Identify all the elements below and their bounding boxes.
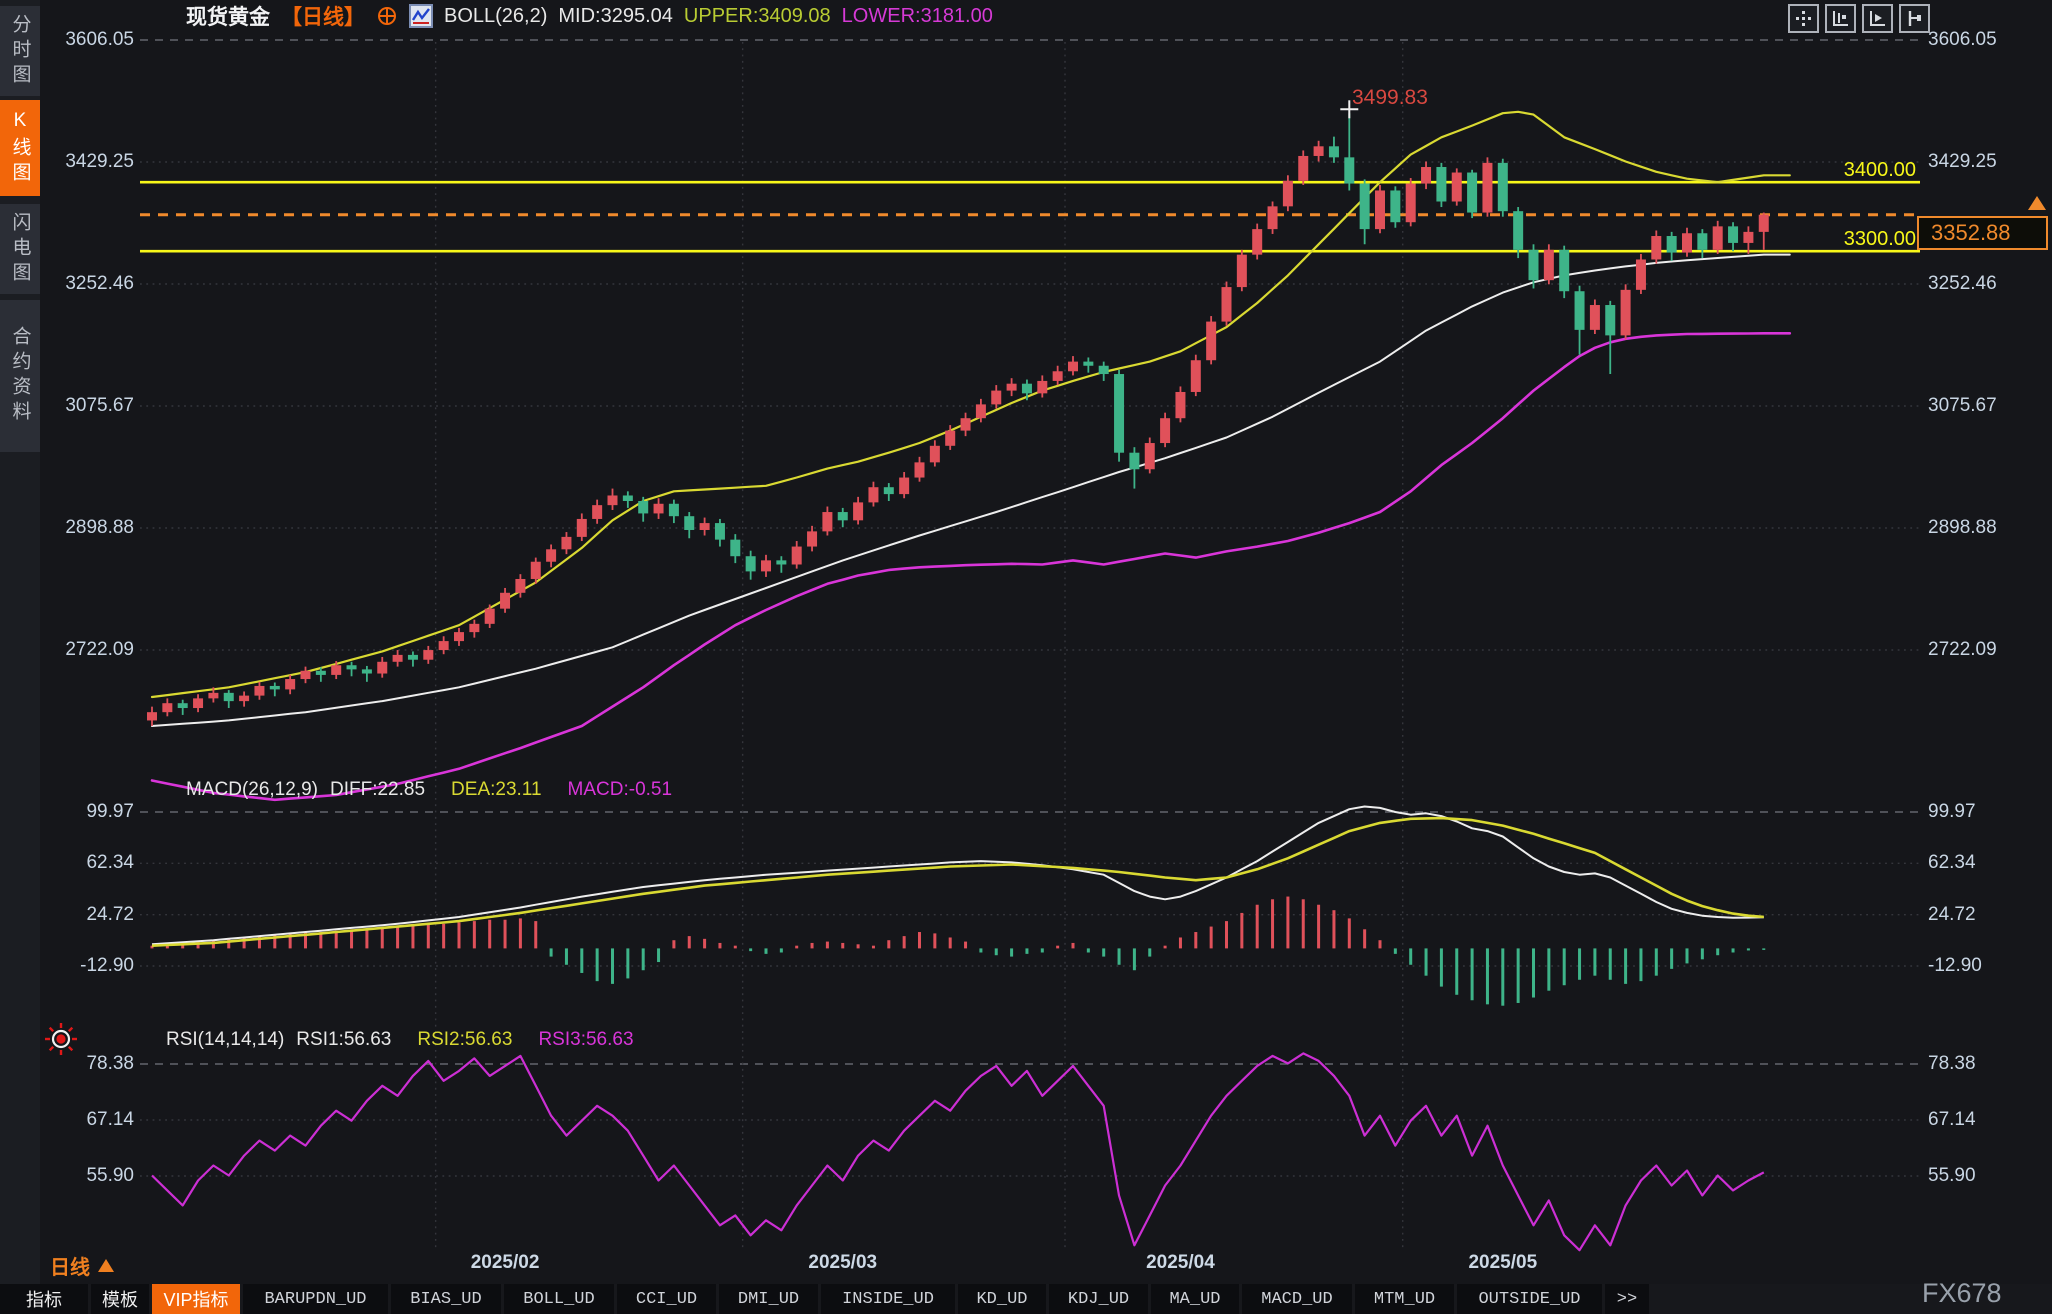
axis-tick-label: -12.90 xyxy=(80,955,134,976)
tab-outside-ud[interactable]: OUTSIDE_UD xyxy=(1457,1284,1602,1314)
tab--[interactable]: >> xyxy=(1605,1284,1649,1314)
macd-header: MACD(26,12,9) DIFF:22.85 DEA:23.11 MACD:… xyxy=(186,779,672,801)
boll-mid-value: MID:3295.04 xyxy=(558,4,673,27)
macd-histogram xyxy=(150,896,1766,1006)
axis-tick-label: 3075.67 xyxy=(1928,395,1997,416)
axis-y-scale-icon[interactable] xyxy=(1825,4,1856,33)
boll-upper-value: UPPER:3409.08 xyxy=(683,4,831,27)
axis-tick-label: 3252.46 xyxy=(1928,273,1997,294)
tab-vip-[interactable]: VIP指标 xyxy=(152,1284,240,1314)
x-axis-month-label: 2025/05 xyxy=(1468,1252,1538,1273)
sidebar-item-1[interactable]: 分时图 xyxy=(0,6,40,96)
watermark: FX678 xyxy=(1922,1278,2002,1308)
chart-type-sidebar: 分时图 K线图闪电图合约资料 xyxy=(0,0,40,1314)
period-tag[interactable]: 【日线】 xyxy=(281,6,365,29)
price-up-arrow-icon xyxy=(2028,196,2046,210)
rsi-line xyxy=(151,1052,1765,1252)
axis-tick-label: 62.34 xyxy=(86,852,134,874)
tab-cci-ud[interactable]: CCI_UD xyxy=(617,1284,716,1314)
current-price-value: 3352.88 xyxy=(1931,220,2011,245)
chart-header: 现货黄金 【日线】 BOLL(26,2) MID:3295.04 UPPER:3… xyxy=(186,2,993,30)
x-axis-month-label: 2025/04 xyxy=(1146,1252,1215,1273)
price-level-lines xyxy=(140,180,1920,253)
axis-tick-label: 99.97 xyxy=(86,801,134,822)
current-price-box: 3352.88 xyxy=(1917,216,2048,250)
tab-ma-ud[interactable]: MA_UD xyxy=(1151,1284,1239,1314)
tab-kdj-ud[interactable]: KDJ_UD xyxy=(1049,1284,1148,1314)
axis-tick-label: 78.38 xyxy=(86,1053,134,1074)
indicator-tab-bar: 指标 模板 VIP指标 BARUPDN_UD BIAS_UD BOLL_UD CCI_UD D… xyxy=(0,1284,2052,1314)
axis-tick-label: 24.72 xyxy=(86,903,134,925)
tab-bias-ud[interactable]: BIAS_UD xyxy=(391,1284,501,1314)
x-axis-month-label: 2025/02 xyxy=(470,1252,540,1273)
tab--[interactable]: 指标 xyxy=(0,1284,88,1314)
axis-tick-label: 2722.09 xyxy=(65,639,134,660)
rsi-header: RSI(14,14,14) RSI1:56.63 RSI2:56.63 RSI3… xyxy=(166,1029,634,1051)
pan-right-icon[interactable] xyxy=(1899,4,1930,33)
tab-barupdn-ud[interactable]: BARUPDN_UD xyxy=(243,1284,388,1314)
macd-lines xyxy=(151,805,1764,947)
period-selector[interactable]: 日线 xyxy=(50,1251,114,1280)
macd-dea-value: DEA:23.11 xyxy=(451,779,542,800)
axis-tick-label: -12.90 xyxy=(1928,955,1982,976)
tab-kd-ud[interactable]: KD_UD xyxy=(958,1284,1046,1314)
high-point-marker xyxy=(1340,100,1359,119)
x-axis-month-label: 2025/03 xyxy=(808,1252,878,1273)
sidebar-item-4[interactable]: 合约资料 xyxy=(0,300,40,452)
period-selector-label: 日线 xyxy=(50,1257,90,1279)
crosshair-icon[interactable] xyxy=(1788,4,1819,33)
axis-tick-label: 62.34 xyxy=(1928,852,1976,874)
macd-value: MACD:-0.51 xyxy=(567,779,673,800)
axis-tick-label: 55.90 xyxy=(1928,1165,1976,1186)
axis-tick-label: 3429.25 xyxy=(1928,151,1997,172)
tab-dmi-ud[interactable]: DMI_UD xyxy=(719,1284,818,1314)
tab--[interactable]: 模板 xyxy=(91,1284,149,1314)
axis-tick-label: 55.90 xyxy=(86,1165,134,1186)
instrument-title: 现货黄金 xyxy=(186,6,270,29)
high-price-annotation: 3499.83 xyxy=(1352,86,1428,109)
axis-tick-label: 2898.88 xyxy=(1928,517,1997,538)
axis-tick-label: 99.97 xyxy=(1928,801,1976,822)
axis-tick-label: 24.72 xyxy=(1928,903,1976,925)
axis-tick-label: 67.14 xyxy=(86,1109,134,1130)
boll-lower-value: LOWER:3181.00 xyxy=(841,4,993,27)
axis-tick-label: 3075.67 xyxy=(65,395,134,416)
axis-tick-label: 2898.88 xyxy=(65,517,134,538)
tab-boll-ud[interactable]: BOLL_UD xyxy=(504,1284,614,1314)
axis-tick-label: 3429.25 xyxy=(65,151,134,172)
axis-tick-label: 3606.05 xyxy=(65,29,134,50)
level-line-label: 3400.00 xyxy=(1843,159,1916,182)
level-line-label: 3300.00 xyxy=(1843,228,1916,251)
macd-params: MACD(26,12,9) xyxy=(186,779,318,800)
rsi3-value: RSI3:56.63 xyxy=(538,1029,634,1050)
target-circle-icon[interactable] xyxy=(376,5,398,27)
sidebar-item-2[interactable]: K线图 xyxy=(0,100,40,196)
tab-inside-ud[interactable]: INSIDE_UD xyxy=(821,1284,955,1314)
rsi1-value: RSI1:56.63 xyxy=(296,1029,392,1050)
axis-play-scale-icon[interactable] xyxy=(1862,4,1893,33)
indicator-doc-icon[interactable] xyxy=(409,4,433,28)
axis-tick-label: 3252.46 xyxy=(65,273,134,294)
rsi-params: RSI(14,14,14) xyxy=(166,1029,285,1050)
axis-tick-label: 78.38 xyxy=(1928,1053,1976,1074)
tab-mtm-ud[interactable]: MTM_UD xyxy=(1355,1284,1454,1314)
sidebar-item-3[interactable]: 闪电图 xyxy=(0,204,40,294)
triangle-up-icon xyxy=(98,1259,114,1272)
axis-tick-label: 3606.05 xyxy=(1928,29,1997,50)
axis-tick-label: 2722.09 xyxy=(1928,639,1997,660)
macd-diff-value: DIFF:22.85 xyxy=(330,779,426,800)
chart-toolbar xyxy=(1788,4,1930,33)
candles-layer xyxy=(147,113,1769,726)
rsi2-value: RSI2:56.63 xyxy=(417,1029,513,1050)
alert-dot-icon[interactable] xyxy=(44,1022,78,1061)
boll-params-label: BOLL(26,2) xyxy=(444,4,548,27)
axis-tick-label: 67.14 xyxy=(1928,1109,1976,1130)
tab-macd-ud[interactable]: MACD_UD xyxy=(1242,1284,1352,1314)
